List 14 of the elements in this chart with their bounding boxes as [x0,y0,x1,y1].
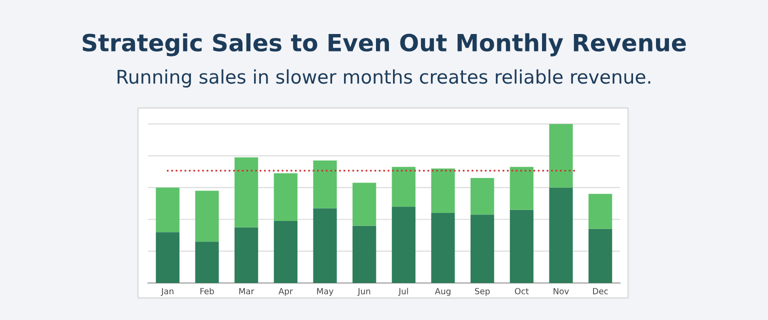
x-tick-label: Apr [278,288,293,296]
x-tick-label: Oct [514,288,529,294]
x-tick-label: Nov [554,288,569,294]
chart-title: Strategic Sales to Even Out Monthly Revenue [82,33,686,56]
x-tick-label: Feb [200,288,214,294]
x-tick-label: Mar [239,288,254,294]
chart-subtitle: Running sales in slower months creates reliable revenue. [118,69,650,88]
x-tick-label: Jun [357,288,370,296]
x-tick-label: Dec [593,288,608,294]
x-tick-label: Jul [398,288,408,296]
x-tick-label: May [317,288,334,296]
x-tick-label: Sep [475,288,490,296]
x-tick-label: Jan [160,288,174,296]
x-tick-label: Aug [434,288,450,296]
